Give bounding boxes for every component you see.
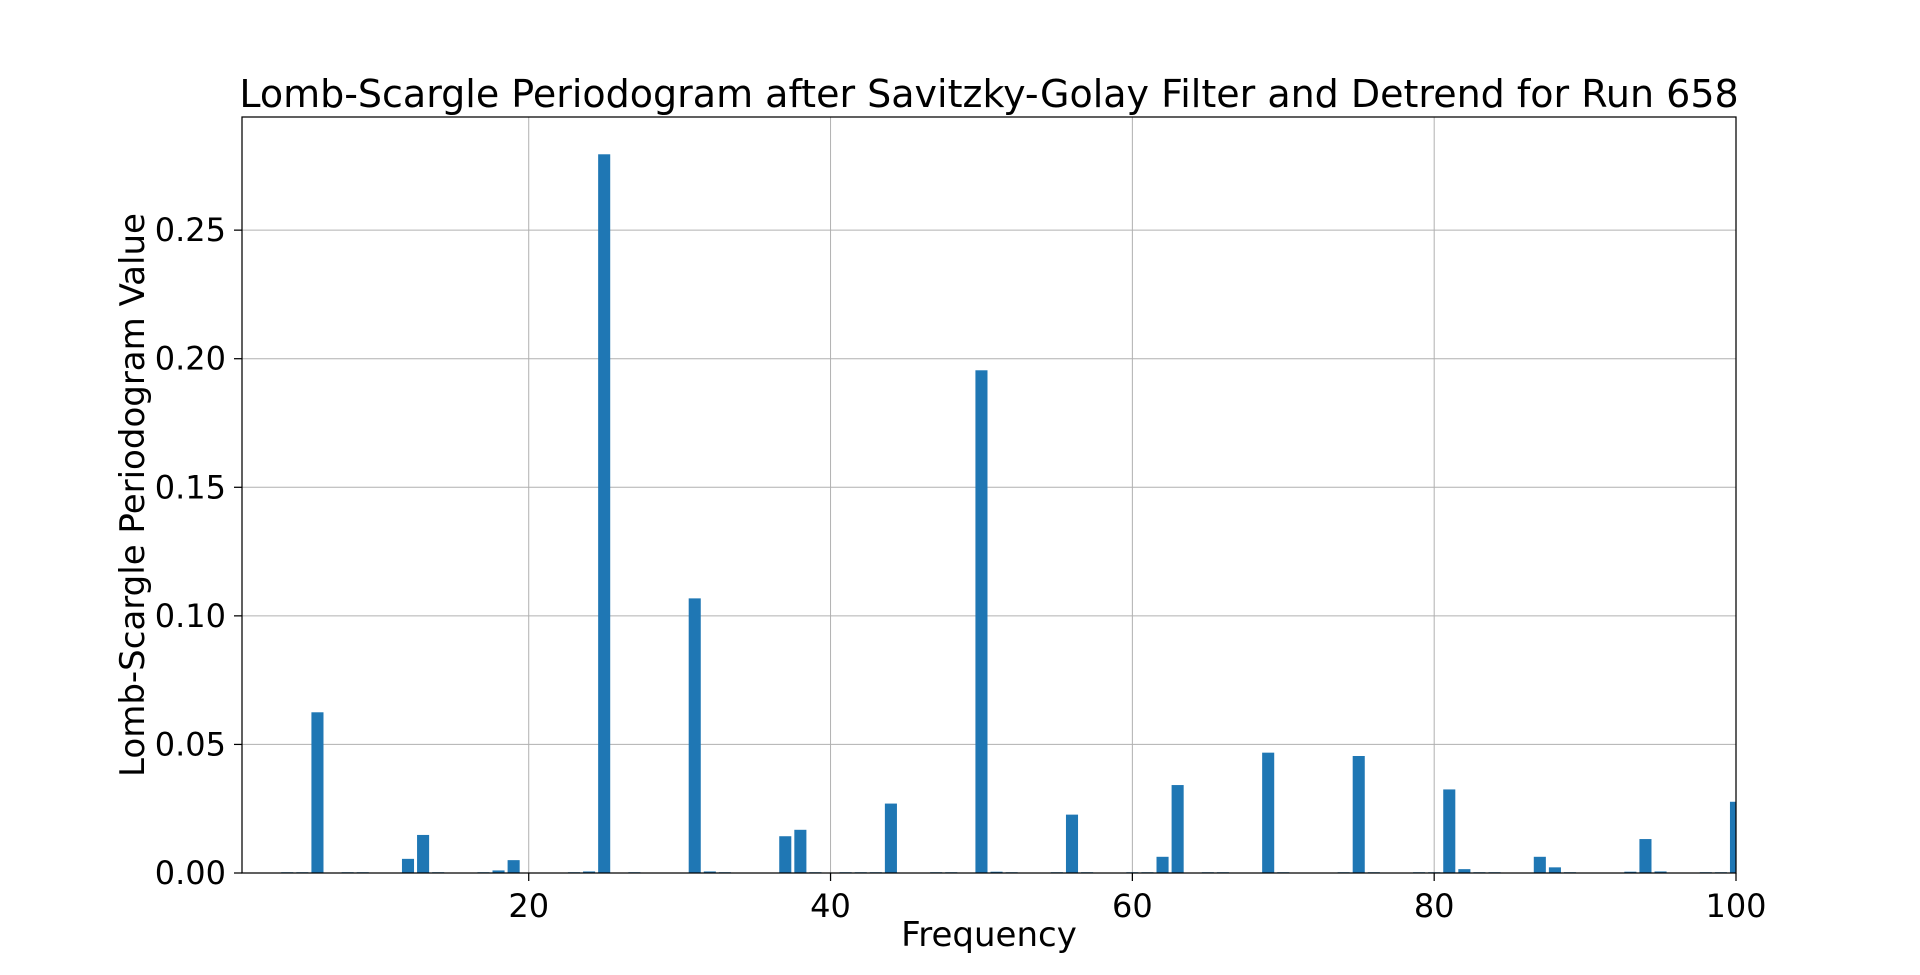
bar: [703, 871, 716, 873]
bar: [1458, 869, 1471, 873]
bar: [975, 370, 988, 873]
bar: [311, 712, 324, 873]
x-tick-label: 100: [1705, 887, 1766, 925]
y-tick-label: 0.05: [155, 725, 226, 763]
bar: [598, 154, 611, 873]
x-axis-label: Frequency: [901, 915, 1077, 955]
bar: [1548, 867, 1561, 873]
y-tick-label: 0.15: [155, 468, 226, 506]
bar: [492, 870, 505, 873]
y-tick-label: 0.00: [155, 854, 226, 892]
bar: [1729, 801, 1736, 873]
bar: [1443, 789, 1456, 873]
chart-title: Lomb-Scargle Periodogram after Savitzky-…: [239, 72, 1738, 116]
bar: [401, 858, 415, 873]
bar: [1171, 785, 1184, 873]
bar: [1639, 839, 1652, 873]
bar: [1262, 752, 1275, 873]
bar: [794, 829, 807, 873]
bar: [1065, 814, 1079, 873]
bar: [507, 860, 520, 873]
bar: [688, 598, 701, 873]
axis-ticks: 20 40 60 80 100 0.00 0.05 0.10 0.15 0.20 0.25: [155, 211, 1767, 925]
bar: [1624, 871, 1637, 873]
bar: [417, 834, 430, 873]
bar: [990, 871, 1003, 873]
bars: [281, 154, 1736, 873]
y-tick-label: 0.25: [155, 211, 226, 249]
x-tick-label: 20: [508, 887, 549, 925]
bar: [1352, 756, 1365, 873]
bar: [884, 803, 897, 873]
bar: [1654, 871, 1667, 873]
bar: [1533, 856, 1546, 873]
bar: [583, 871, 596, 873]
y-tick-label: 0.10: [155, 597, 226, 635]
grid-lines: [242, 117, 1737, 874]
y-tick-label: 0.20: [155, 340, 226, 378]
bar: [779, 836, 792, 873]
x-tick-label: 60: [1112, 887, 1153, 925]
x-tick-label: 40: [810, 887, 851, 925]
plot-frame: [241, 116, 1737, 874]
bar: [1156, 856, 1169, 873]
y-axis-label: Lomb-Scargle Periodogram Value: [113, 213, 153, 777]
x-tick-label: 80: [1414, 887, 1455, 925]
